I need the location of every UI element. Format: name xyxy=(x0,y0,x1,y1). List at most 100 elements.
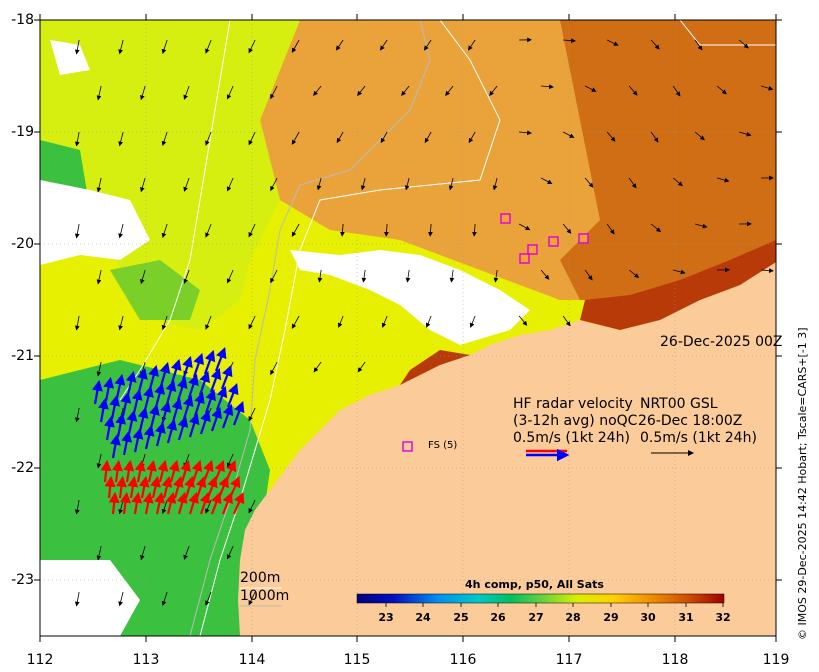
hf-radar-arrow-blue xyxy=(104,415,115,441)
hf-radar-arrow-blue xyxy=(125,370,137,396)
isobath-200m xyxy=(189,20,431,636)
model-current-arrow xyxy=(96,361,102,377)
model-current-arrow xyxy=(805,270,816,275)
model-current-arrow xyxy=(161,223,168,239)
model-current-arrow xyxy=(316,177,322,191)
model-current-arrow xyxy=(161,131,168,147)
hf-radar-arrow-red xyxy=(224,459,237,483)
hf-radar-arrow-blue xyxy=(131,388,143,414)
model-current-arrow xyxy=(361,269,367,283)
hf-radar-arrow-red xyxy=(184,475,195,499)
model-current-arrow xyxy=(357,85,366,97)
hf-radar-arrow-red xyxy=(213,459,225,483)
model-current-arrow xyxy=(291,223,300,237)
model-current-arrow xyxy=(717,177,730,183)
hf-radar-arrow-blue xyxy=(210,406,222,432)
hf-radar-arrow-blue xyxy=(221,403,234,429)
model-current-arrow xyxy=(183,177,190,192)
hf-radar-arrow-blue xyxy=(98,397,109,423)
axis-ticks xyxy=(34,14,782,642)
model-current-arrow xyxy=(313,361,322,373)
model-current-arrow xyxy=(74,223,80,239)
model-current-arrow xyxy=(425,315,432,328)
colorbar xyxy=(356,593,725,604)
model-current-arrow xyxy=(161,591,168,607)
model-current-arrow xyxy=(226,177,234,192)
model-current-arrow xyxy=(672,85,681,97)
model-current-arrow xyxy=(140,545,146,561)
lon-tick-label: 114 xyxy=(238,652,266,668)
model-current-arrow xyxy=(562,315,571,327)
model-current-arrow xyxy=(738,39,749,49)
hf-radar-arrow-red xyxy=(108,491,120,515)
hf-radar-arrow-red xyxy=(157,459,169,483)
model-current-arrow xyxy=(118,591,124,607)
model-current-arrow xyxy=(423,39,432,51)
model-current-arrow xyxy=(540,177,553,185)
coastal-red-band-2 xyxy=(400,350,470,385)
model-current-arrow xyxy=(584,177,594,188)
model-current-arrow xyxy=(248,223,256,238)
model-current-arrow xyxy=(519,130,532,136)
hf-radar-arrow-blue xyxy=(109,394,121,420)
hf-radar-arrow-red xyxy=(180,459,191,483)
hf-radar-arrow-blue xyxy=(176,376,188,402)
hf-radar-arrow-blue xyxy=(214,346,227,372)
model-current-arrow xyxy=(449,269,455,283)
model-current-arrow xyxy=(493,269,499,283)
model-current-arrow xyxy=(337,315,344,328)
nrt-legend-scale: 0.5m/s (1kt 24h) xyxy=(640,430,757,446)
hf-radar-arrow-blue xyxy=(137,367,148,393)
isobath-offshore xyxy=(119,20,231,401)
colorbar-tick-label: 32 xyxy=(715,611,731,624)
model-current-arrow xyxy=(628,269,640,279)
model-current-arrow xyxy=(340,223,345,237)
colorbar-tick-label: 29 xyxy=(603,611,619,624)
hf-radar-arrow-red xyxy=(228,475,241,499)
model-current-arrow xyxy=(248,499,256,514)
model-current-arrow xyxy=(74,131,80,147)
lon-tick-label: 116 xyxy=(449,652,477,668)
cloud-mask-south xyxy=(40,560,140,636)
colorbar-tick-label: 28 xyxy=(565,611,581,624)
hf-radar-arrow-blue xyxy=(114,373,126,399)
lat-tick-label: -18 xyxy=(11,12,34,28)
model-current-arrow xyxy=(205,591,212,606)
hf-radar-arrow-blue xyxy=(199,409,211,435)
model-current-arrow xyxy=(291,131,300,145)
model-current-arrow xyxy=(291,315,300,329)
hf-radar-arrow-blue xyxy=(232,400,245,426)
land-mass xyxy=(238,262,776,636)
model-current-arrow xyxy=(96,545,102,561)
model-current-arrow xyxy=(205,499,212,514)
model-current-arrow xyxy=(584,269,593,281)
model-current-arrow xyxy=(673,269,686,275)
hf-radar-arrow-blue xyxy=(110,433,121,459)
model-current-arrow xyxy=(694,39,703,51)
hf-radar-arrow-red xyxy=(165,491,177,515)
model-current-arrow xyxy=(445,85,454,97)
model-current-arrow xyxy=(381,315,388,328)
hf-radar-arrow-blue xyxy=(215,385,228,411)
model-current-arrow xyxy=(628,177,637,189)
hf-radar-arrow-blue xyxy=(120,391,132,417)
hf-radar-arrow-red xyxy=(142,491,154,515)
coastal-red-band xyxy=(580,240,776,330)
model-current-arrow xyxy=(205,223,212,238)
model-current-arrow xyxy=(74,499,80,515)
station-marker-fs xyxy=(402,441,413,452)
isobath-label-200m: 200m xyxy=(240,570,281,586)
hf-radar-arrow-blue xyxy=(226,382,239,408)
model-current-arrow xyxy=(606,223,615,235)
hf-radar-arrow-red xyxy=(138,475,150,499)
model-current-arrow xyxy=(183,545,190,560)
model-current-arrow xyxy=(118,39,124,55)
lon-tick-label: 115 xyxy=(343,652,371,668)
lon-tick-label: 119 xyxy=(762,652,790,668)
model-current-arrow xyxy=(467,39,476,51)
legend-scale-arrows xyxy=(526,448,694,462)
hf-radar-arrow-red xyxy=(232,491,245,515)
model-current-arrow xyxy=(335,39,344,51)
model-current-arrow xyxy=(562,131,575,138)
hf-radar-arrow-blue xyxy=(165,379,177,405)
